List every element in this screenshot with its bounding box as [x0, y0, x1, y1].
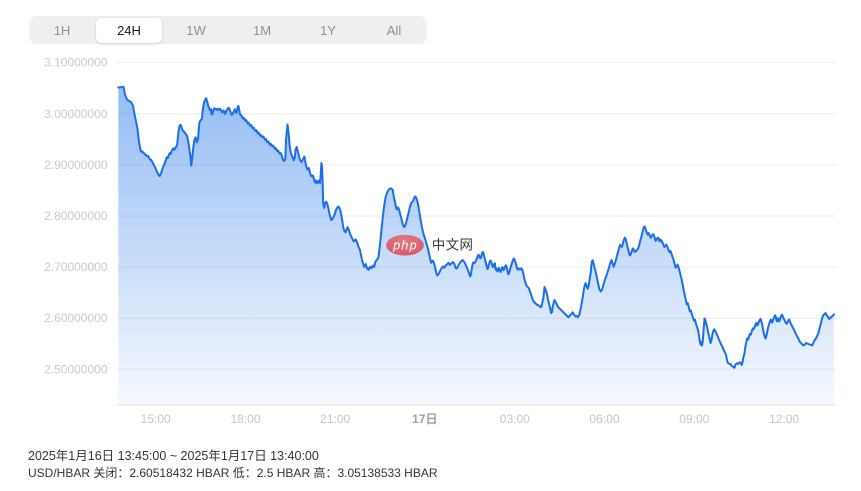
svg-text:03:00: 03:00: [500, 412, 530, 426]
svg-text:15:00: 15:00: [141, 412, 171, 426]
svg-text:2.50000000: 2.50000000: [44, 362, 108, 376]
svg-text:2.80000000: 2.80000000: [44, 209, 108, 223]
svg-text:3.10000000: 3.10000000: [44, 56, 108, 70]
svg-text:2.70000000: 2.70000000: [44, 260, 108, 274]
svg-text:3.00000000: 3.00000000: [44, 107, 108, 121]
svg-text:2.90000000: 2.90000000: [44, 158, 108, 172]
svg-text:php: php: [392, 238, 417, 252]
svg-text:09:00: 09:00: [679, 412, 709, 426]
svg-text:21:00: 21:00: [320, 412, 350, 426]
svg-text:06:00: 06:00: [589, 412, 619, 426]
svg-text:中文网: 中文网: [432, 237, 474, 252]
svg-text:17日: 17日: [412, 412, 437, 426]
svg-text:2.60000000: 2.60000000: [44, 311, 108, 325]
svg-text:12:00: 12:00: [769, 412, 799, 426]
svg-text:18:00: 18:00: [230, 412, 260, 426]
